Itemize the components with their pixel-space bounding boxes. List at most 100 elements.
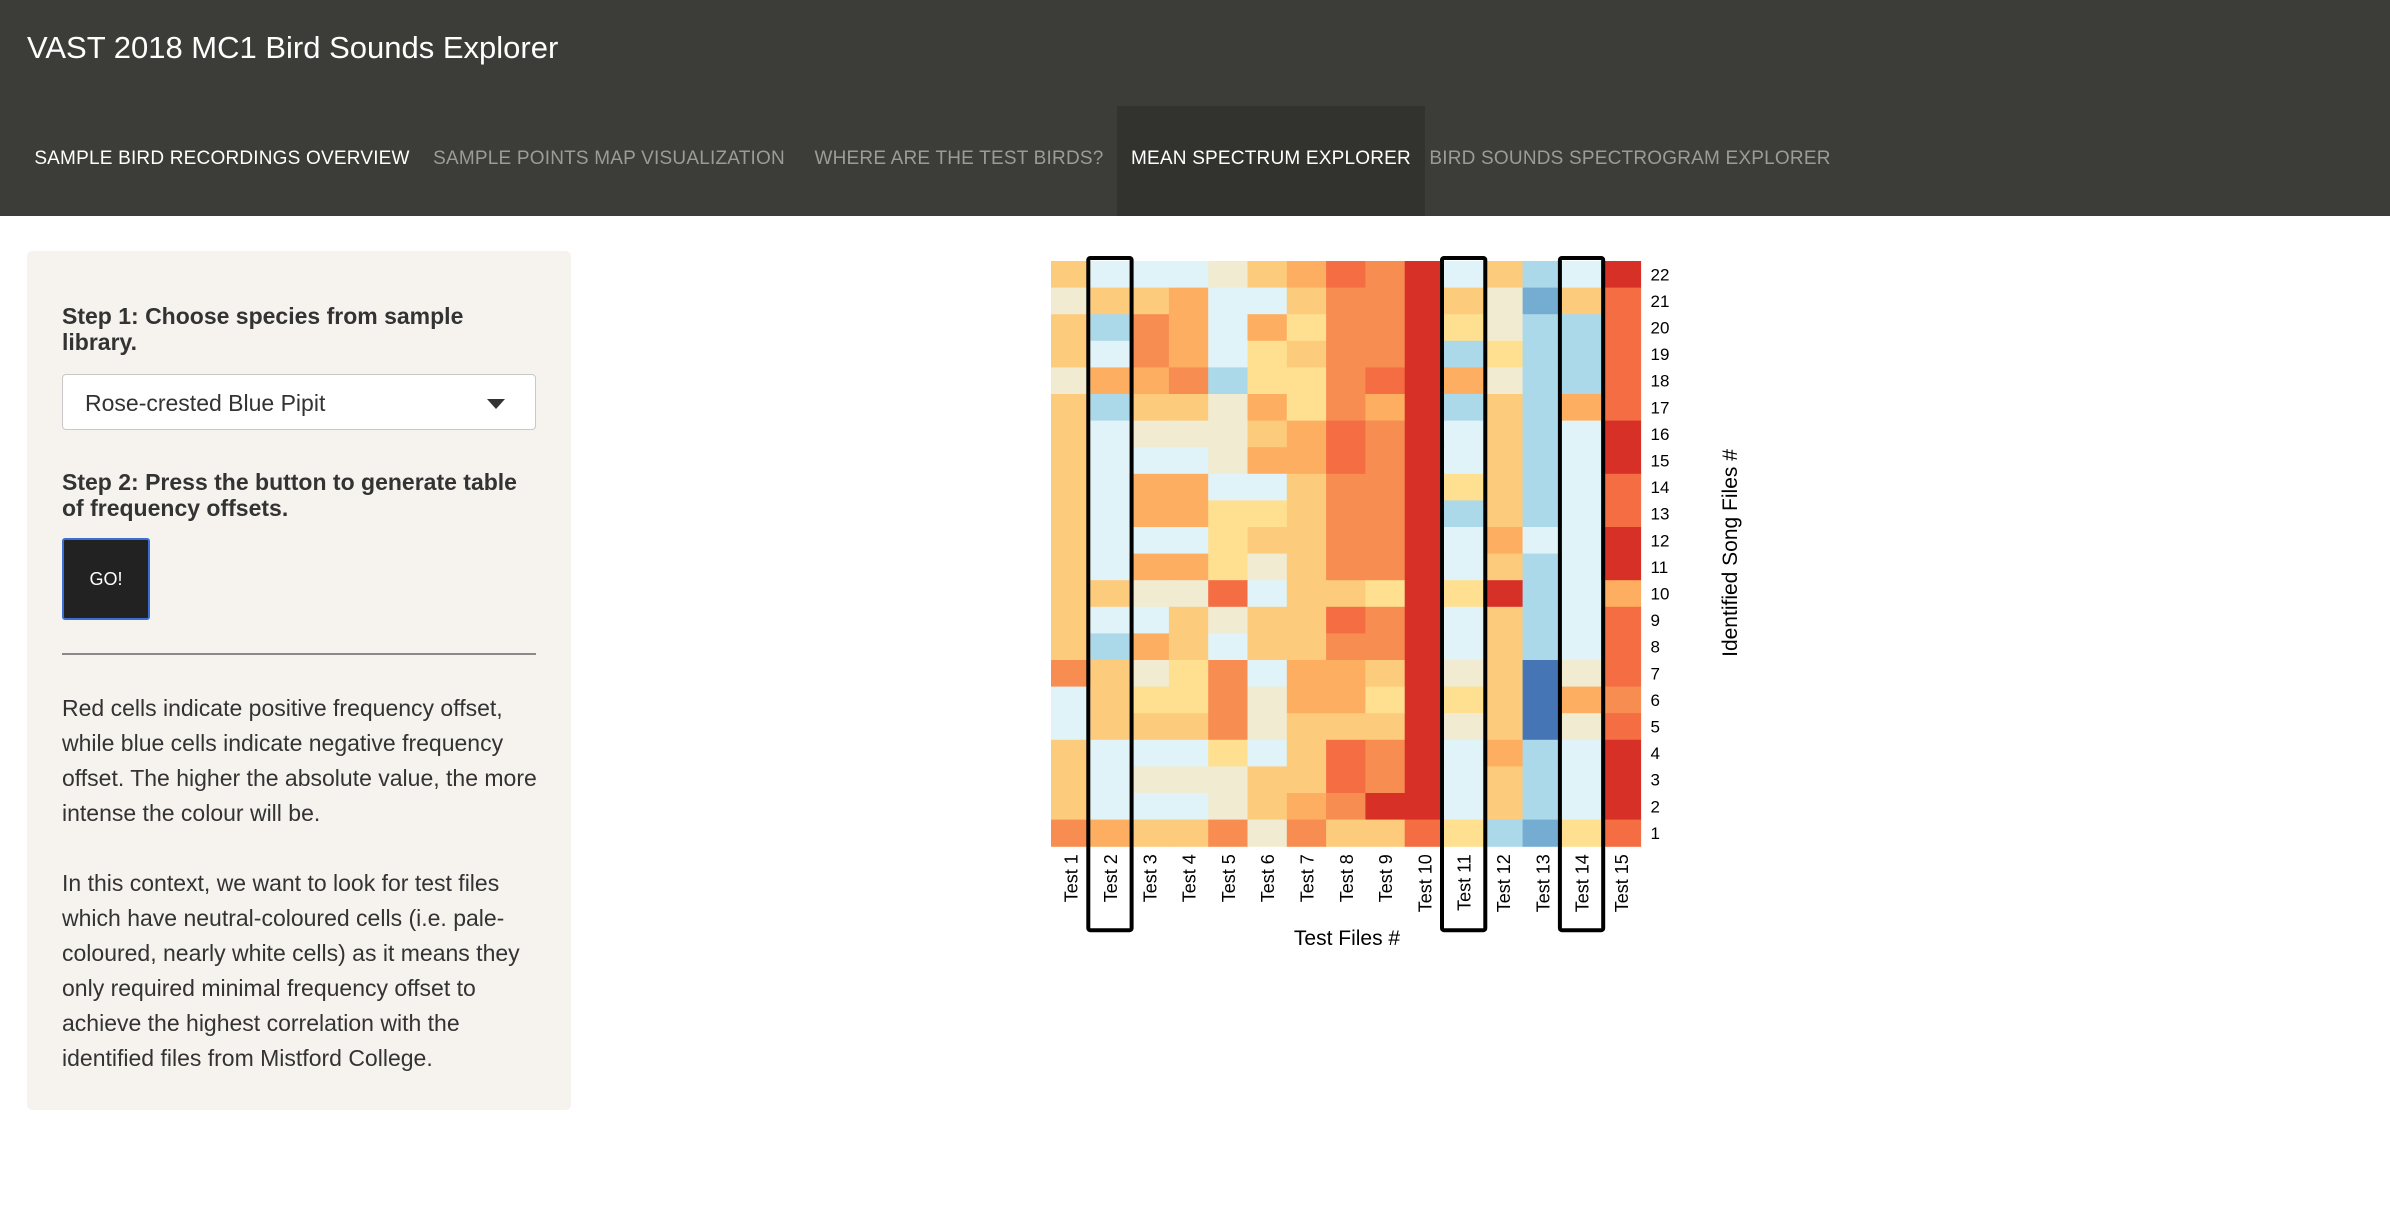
heatmap-cell (1601, 553, 1642, 581)
heatmap-cell (1561, 447, 1602, 475)
heatmap-cell (1522, 447, 1563, 475)
species-select[interactable]: Rose-crested Blue Pipit (62, 374, 536, 430)
heatmap-cell (1326, 287, 1366, 315)
heatmap-cell (1326, 686, 1366, 714)
navbar: VAST 2018 MC1 Bird Sounds Explorer SAMPL… (0, 0, 2390, 216)
heatmap-cell (1444, 261, 1484, 289)
heatmap-cell (1561, 819, 1602, 847)
heatmap-cell (1090, 660, 1131, 688)
heatmap-cell (1286, 367, 1327, 395)
heatmap-cell (1247, 686, 1288, 714)
heatmap-cell (1404, 633, 1445, 661)
heatmap-cell (1286, 633, 1327, 661)
heatmap-cell (1522, 473, 1563, 501)
tab-mean-spectrum-explorer[interactable]: MEAN SPECTRUM EXPLORER (1117, 106, 1425, 216)
heatmap-cell (1090, 367, 1131, 395)
heatmap-cell (1286, 261, 1327, 289)
heatmap-cell (1286, 287, 1327, 315)
heatmap-cell (1444, 633, 1484, 661)
heatmap-cell (1365, 287, 1406, 315)
heatmap-cell (1051, 553, 1091, 581)
heatmap-cell (1365, 500, 1406, 528)
x-tick-label: Test 13 (1533, 854, 1553, 912)
heatmap-cell (1444, 314, 1484, 342)
heatmap-cell (1129, 739, 1170, 767)
heatmap-cell (1483, 713, 1524, 741)
heatmap-cell (1522, 287, 1563, 315)
heatmap-cell (1483, 660, 1524, 688)
heatmap-cell (1365, 660, 1406, 688)
heatmap-cell (1601, 473, 1642, 501)
heatmap-cell (1129, 261, 1170, 289)
heatmap-cell (1051, 420, 1091, 448)
heatmap-cell (1404, 473, 1445, 501)
heatmap-cell (1129, 793, 1170, 821)
heatmap-cell (1483, 580, 1524, 608)
heatmap-cell (1247, 553, 1288, 581)
x-tick-label: Test 8 (1337, 854, 1357, 902)
heatmap-cell (1326, 527, 1366, 555)
heatmap-cell (1090, 340, 1131, 368)
heatmap-cell (1090, 447, 1131, 475)
heatmap-cell (1483, 766, 1524, 794)
heatmap-cell (1522, 766, 1563, 794)
heatmap-cell (1326, 447, 1366, 475)
heatmap-cell (1483, 367, 1524, 395)
heatmap-cell (1483, 314, 1524, 342)
tab-sample-bird-recordings-overview[interactable]: SAMPLE BIRD RECORDINGS OVERVIEW (34, 148, 410, 169)
heatmap-cell (1090, 819, 1131, 847)
heatmap-cell (1365, 739, 1406, 767)
heatmap-cell (1326, 633, 1366, 661)
heatmap-cell (1168, 527, 1209, 555)
heatmap-cell (1208, 766, 1249, 794)
heatmap-cell (1601, 314, 1642, 342)
heatmap-cell (1168, 447, 1209, 475)
heatmap-cell (1365, 580, 1406, 608)
heatmap-cell (1168, 314, 1209, 342)
heatmap-cell (1090, 261, 1131, 289)
heatmap-cell (1051, 447, 1091, 475)
y-tick-label: 11 (1651, 558, 1669, 577)
heatmap-cell (1326, 660, 1366, 688)
tab-sample-points-map-visualization[interactable]: SAMPLE POINTS MAP VISUALIZATION (433, 148, 785, 169)
heatmap-cell (1404, 553, 1445, 581)
step-1-heading: Step 1: Choose species from sample libra… (62, 303, 464, 355)
species-select-value: Rose-crested Blue Pipit (85, 390, 326, 416)
y-tick-label: 4 (1651, 744, 1660, 763)
heatmap-cell (1404, 394, 1445, 422)
y-tick-label: 1 (1651, 824, 1660, 843)
heatmap-cell (1326, 340, 1366, 368)
y-tick-label: 8 (1651, 638, 1660, 657)
heatmap-cell (1444, 606, 1484, 634)
heatmap-cell (1365, 553, 1406, 581)
heatmap-cell (1483, 340, 1524, 368)
heatmap-cell (1247, 766, 1288, 794)
heatmap-cell (1522, 314, 1563, 342)
tab-bird-sounds-spectrogram-explorer[interactable]: BIRD SOUNDS SPECTROGRAM EXPLORER (1429, 148, 1831, 169)
heatmap-cell (1090, 739, 1131, 767)
heatmap-cell (1129, 500, 1170, 528)
heatmap-cell (1483, 553, 1524, 581)
heatmap-cell (1208, 394, 1249, 422)
heatmap-cell (1286, 473, 1327, 501)
heatmap-cell (1601, 660, 1642, 688)
heatmap-cell (1208, 261, 1249, 289)
heatmap-cell (1404, 420, 1445, 448)
heatmap-cell (1365, 394, 1406, 422)
heatmap-cell (1247, 819, 1288, 847)
heatmap-cell (1404, 527, 1445, 555)
heatmap-cell (1601, 766, 1642, 794)
heatmap-cell (1601, 447, 1642, 475)
y-tick-label: 19 (1651, 345, 1670, 364)
heatmap-cell (1561, 420, 1602, 448)
go-button[interactable]: GO! (62, 538, 150, 620)
heatmap-cell (1208, 819, 1249, 847)
heatmap-cell (1208, 580, 1249, 608)
heatmap-cell (1404, 500, 1445, 528)
heatmap-cell (1286, 819, 1327, 847)
heatmap-cell (1090, 633, 1131, 661)
tab-where-are-the-test-birds[interactable]: WHERE ARE THE TEST BIRDS? (814, 148, 1104, 169)
heatmap-cell (1051, 686, 1091, 714)
heatmap-cell (1404, 766, 1445, 794)
y-tick-label: 6 (1651, 691, 1660, 710)
